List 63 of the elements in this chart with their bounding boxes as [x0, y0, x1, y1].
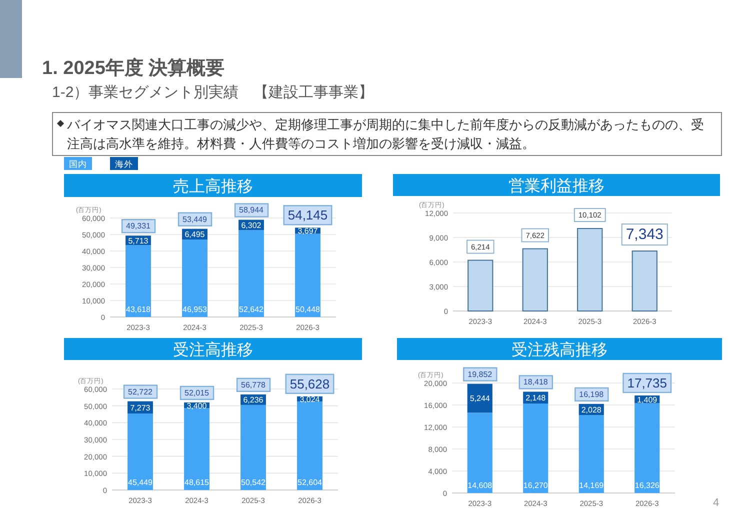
total-label: 49,331 — [126, 222, 152, 231]
bar — [523, 404, 548, 493]
bar — [468, 260, 494, 312]
bar — [238, 230, 264, 317]
chart-title: 受注残高推移 — [512, 341, 608, 359]
bar — [467, 412, 492, 493]
data-label: 48,615 — [184, 478, 210, 487]
total-label: 56,778 — [241, 380, 266, 390]
data-label: 14,169 — [579, 481, 604, 490]
total-label: 55,628 — [290, 376, 330, 392]
text: 1. 2025年度 決算概要 — [42, 56, 225, 81]
bar — [128, 413, 153, 490]
data-label: 50,448 — [296, 305, 321, 314]
bar — [522, 248, 548, 312]
data-label: 6,495 — [184, 230, 206, 240]
data-label: 6,236 — [243, 396, 264, 405]
data-label: 16,270 — [523, 481, 548, 490]
bar — [126, 245, 151, 317]
bar — [184, 408, 210, 490]
total-label: 19,852 — [468, 370, 493, 379]
total-label: 54,145 — [288, 208, 328, 223]
total-label: 52,015 — [184, 388, 210, 398]
data-label: 2,028 — [581, 405, 602, 414]
data-label: 5,244 — [470, 394, 490, 404]
bar — [240, 404, 266, 490]
data-label: 7,273 — [130, 403, 151, 412]
chart-title: 受注高推移 — [173, 341, 253, 359]
bar — [632, 250, 658, 312]
data-label: 7,343 — [626, 226, 664, 244]
data-label: 50,542 — [241, 478, 266, 487]
total-label: 52,722 — [128, 387, 154, 396]
data-label: 3,024 — [300, 394, 320, 404]
data-label: 14,608 — [468, 481, 493, 490]
total-label: 17,735 — [627, 375, 668, 390]
total-label: 18,418 — [523, 378, 548, 387]
legend: 国内 海外 — [64, 157, 138, 170]
bar — [577, 228, 603, 312]
chart-title: 営業利益推移 — [508, 177, 604, 195]
bar — [578, 415, 604, 493]
data-label: 52,604 — [298, 478, 323, 487]
chart-title: 売上高推移 — [173, 178, 253, 196]
data-label: 3,400 — [186, 401, 208, 410]
bar — [297, 401, 322, 490]
bar — [295, 234, 320, 317]
data-label: 2,148 — [526, 394, 546, 403]
total-label: 58,944 — [239, 206, 264, 215]
data-label: 1,409 — [637, 395, 658, 404]
total-label: 53,449 — [182, 214, 208, 224]
data-label: 43,618 — [126, 305, 152, 314]
data-label: 16,326 — [634, 481, 660, 490]
text: 4 — [713, 497, 720, 509]
data-label: 5,713 — [128, 236, 149, 246]
data-label: 45,449 — [128, 478, 154, 487]
data-label: 3,697 — [298, 226, 318, 236]
total-label: 16,198 — [579, 390, 604, 399]
data-label: 6,302 — [241, 220, 262, 230]
bar — [182, 240, 208, 317]
data-label: 46,953 — [182, 305, 208, 314]
text: 1-2）事業セグメント別実績 【建設工事事業】 — [52, 83, 374, 102]
bar — [467, 384, 492, 413]
bar — [634, 403, 660, 493]
data-label: 52,642 — [239, 305, 264, 314]
text: バイオマス関連大口工事の減少や、定期修理工事が周期的に集中した前年度からの反動減があったものの、受注高は高水準を維持。材料費・人件費等のコスト増加の影響を受け減収・減益。 — [52, 112, 722, 156]
